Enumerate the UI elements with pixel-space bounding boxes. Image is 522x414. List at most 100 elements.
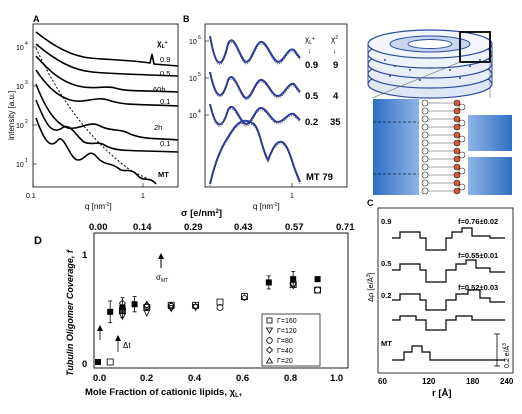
curve-label: 0.9	[160, 55, 170, 64]
legend-entry: Γ=160	[277, 318, 297, 325]
data-point-open-square	[240, 293, 248, 301]
data-point-open-circle	[314, 286, 322, 294]
panel-d-frame	[93, 232, 349, 369]
ytick: 10	[189, 113, 197, 120]
sigma-mt-annotation: σMT	[156, 273, 168, 284]
membrane-zoom	[373, 99, 512, 195]
ytick: 10	[16, 45, 24, 52]
legend-entry: Γ=40	[277, 348, 293, 355]
f-value: f=0.76±0.02	[458, 217, 498, 226]
profile-label: 0.5	[381, 259, 391, 268]
panel-b-curves	[209, 35, 301, 187]
panel-d-bottom-ticks: 0.0 0.2 0.4 0.6 0.8 1.0	[93, 373, 343, 384]
panel-a-legend-head: χL+	[157, 39, 168, 50]
data-point-open-circle	[289, 280, 297, 287]
ytick-exp: 4	[25, 41, 28, 47]
triangle-down-icon	[265, 327, 274, 334]
curve-label: 60h	[153, 85, 166, 94]
ytick-exp: 2	[25, 119, 28, 125]
profile-label: 0.2	[381, 291, 391, 300]
profile-mt	[392, 345, 505, 361]
data-point-triangle-up	[118, 305, 127, 314]
panel-d-ylabel: Tubulin Oligomer Coverage, f	[65, 249, 75, 376]
data-point-triangle-up	[143, 300, 151, 308]
top-tick: 0.57	[285, 222, 304, 233]
data-point-filled-square	[95, 359, 101, 365]
data-point-open-diamond	[192, 302, 200, 310]
arrow-down-icon: ↓	[308, 48, 312, 55]
xtick: 240	[500, 377, 514, 386]
legend-entry: Γ=120	[277, 328, 297, 335]
data-point-filled-square	[314, 276, 321, 283]
panel-a-yticks: 10 4 10 3 10 2 10 1	[16, 41, 37, 169]
curve-label: 2h	[154, 123, 162, 132]
panel-d-label: D	[34, 235, 42, 247]
panel-b-yticks: 10 6 10 5 10 4	[189, 35, 209, 120]
data-point-open-diamond	[167, 301, 175, 309]
ytick-exp: 5	[198, 72, 201, 78]
panel-d-xlabel: Mole Fraction of cationic lipids, χL+	[85, 387, 243, 399]
col-chi2-header: χ2	[331, 35, 338, 44]
profile-label: 0.9	[381, 217, 391, 226]
curve-0.9	[35, 31, 179, 67]
panel-b-label: B	[183, 14, 190, 24]
row-chi2: 9	[333, 60, 338, 71]
bottom-tick: 0.8	[284, 373, 297, 384]
schematic-illustration	[367, 29, 512, 195]
scale-label: 0.2 e/Å3	[502, 343, 511, 368]
panel-c-ylabel: Δρ [e/Å3]	[366, 272, 375, 302]
lipid-bilayer	[421, 99, 466, 195]
data-point-triangle-down	[118, 312, 127, 321]
data-point-open-square	[216, 298, 224, 306]
open-square-icon	[266, 317, 273, 324]
open-circle-icon	[266, 337, 273, 344]
data-point-open-circle	[216, 304, 224, 311]
row-chi: 0.5	[305, 91, 319, 102]
arrow-down-icon: ↓	[333, 48, 337, 55]
row-chi: 0.9	[305, 60, 318, 71]
panel-c-label: C	[367, 198, 374, 208]
panel-a-label: A	[33, 14, 40, 24]
panel-a-curve-labels: 0.9 0.5 60h 0.1 2h 0.1 MT	[153, 55, 170, 179]
ytick-exp: 3	[25, 80, 28, 86]
ytick: 10	[189, 39, 197, 46]
row-chi2: 4	[333, 91, 339, 102]
panel-b-table: χL+ χ2 ↓ ↓ 0.9 9 0.5 4 0.2 35 MT 79	[305, 35, 341, 183]
data-point-filled-square	[131, 301, 138, 308]
legend-entry: Γ=20	[277, 358, 293, 365]
panel-b-xlabel: q [nm-1]	[253, 202, 280, 211]
fit-0.9	[209, 35, 301, 64]
data-point-open-diamond	[143, 301, 151, 309]
fit-mt	[209, 119, 301, 185]
top-tick: 0.71	[336, 222, 355, 233]
panel-d-plot: D σ [e/nm2] 0.00 0.14 0.29 0.43 0.57 0.7…	[34, 208, 355, 399]
legend-entry: Γ=80	[277, 338, 293, 345]
dt-annotation: Δt	[123, 341, 131, 350]
fit-0.5	[209, 71, 301, 100]
left-tick: 0	[82, 359, 87, 370]
guide-dotted-line	[35, 47, 151, 181]
data-point-triangle-down	[167, 305, 175, 313]
profile-0.5	[392, 259, 505, 283]
curve-label: 0.5	[160, 69, 170, 78]
panel-d-points	[95, 271, 322, 366]
f-value: f=0.52±0.03	[458, 283, 498, 292]
curve-0.1a	[35, 69, 179, 107]
panel-d-legend: Γ=160 Γ=120 Γ=80 Γ=40 Γ=20	[261, 313, 321, 367]
panel-c-xlabel: r [Å]	[432, 388, 452, 399]
ytick-exp: 6	[198, 35, 201, 41]
col-chi-header: χL+	[305, 35, 315, 46]
bottom-tick: 0.0	[93, 373, 106, 384]
ytick: 10	[16, 84, 24, 91]
curve-60h	[35, 55, 179, 93]
curve-label: MT	[158, 170, 169, 179]
bottom-tick: 1.0	[330, 373, 343, 384]
profile-labels: 0.9 0.5 0.2 MT f=0.76±0.02 f=0.55±0.01 f…	[381, 217, 498, 348]
curve-0.1b	[35, 99, 179, 153]
panel-a-ylabel: intensity [a.u.]	[7, 91, 16, 140]
curve-mt	[35, 117, 157, 185]
profile-shifted	[392, 315, 505, 331]
left-tick: 1	[82, 250, 88, 261]
panel-a-plot: A intensity [a.u.] 10 4 10 3 10 2 10 1 0…	[7, 14, 179, 211]
curve-label: 0.1	[160, 97, 170, 106]
